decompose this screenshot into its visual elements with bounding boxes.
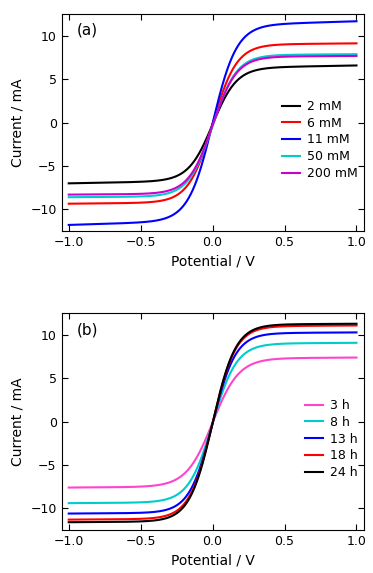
11 mM xyxy=(141,219,145,226)
2 mM xyxy=(141,178,145,185)
Y-axis label: Current / mA: Current / mA xyxy=(11,378,25,466)
2 mM xyxy=(197,150,201,157)
2 mM xyxy=(258,66,263,73)
50 mM xyxy=(197,159,201,166)
Legend: 2 mM, 6 mM, 11 mM, 50 mM, 200 mM: 2 mM, 6 mM, 11 mM, 50 mM, 200 mM xyxy=(282,100,357,180)
200 mM xyxy=(236,68,241,74)
13 h xyxy=(66,510,71,517)
18 h xyxy=(66,516,71,523)
11 mM xyxy=(197,170,201,177)
13 h xyxy=(117,510,122,517)
11 mM xyxy=(258,24,263,31)
50 mM xyxy=(141,193,145,200)
50 mM xyxy=(354,51,359,58)
200 mM xyxy=(141,190,145,197)
Text: (a): (a) xyxy=(77,23,98,38)
Line: 13 h: 13 h xyxy=(69,332,357,513)
2 mM xyxy=(117,179,122,186)
200 mM xyxy=(66,191,71,198)
200 mM xyxy=(117,191,122,198)
Line: 6 mM: 6 mM xyxy=(69,44,357,204)
Line: 18 h: 18 h xyxy=(69,325,357,520)
11 mM xyxy=(117,220,122,227)
3 h xyxy=(283,355,288,362)
13 h xyxy=(141,509,145,516)
200 mM xyxy=(354,53,359,60)
3 h xyxy=(66,484,71,491)
24 h xyxy=(283,321,288,328)
50 mM xyxy=(117,194,122,201)
Line: 24 h: 24 h xyxy=(69,324,357,522)
Text: (b): (b) xyxy=(77,322,98,337)
11 mM xyxy=(66,222,71,229)
24 h xyxy=(141,518,145,525)
18 h xyxy=(197,470,201,477)
6 mM xyxy=(283,41,288,48)
24 h xyxy=(236,340,241,347)
24 h xyxy=(197,472,201,479)
24 h xyxy=(258,324,263,331)
8 h xyxy=(197,461,201,468)
3 h xyxy=(197,450,201,457)
18 h xyxy=(236,342,241,348)
6 mM xyxy=(66,201,71,207)
18 h xyxy=(117,516,122,523)
200 mM xyxy=(197,157,201,164)
11 mM xyxy=(236,42,241,49)
8 h xyxy=(141,499,145,506)
18 h xyxy=(283,323,288,329)
2 mM xyxy=(66,180,71,187)
Line: 11 mM: 11 mM xyxy=(69,21,357,225)
8 h xyxy=(283,340,288,347)
18 h xyxy=(258,325,263,332)
24 h xyxy=(354,320,359,327)
50 mM xyxy=(258,54,263,61)
3 h xyxy=(236,371,241,378)
13 h xyxy=(283,329,288,336)
8 h xyxy=(258,343,263,350)
2 mM xyxy=(283,64,288,70)
Line: 8 h: 8 h xyxy=(69,343,357,503)
6 mM xyxy=(117,200,122,207)
6 mM xyxy=(141,199,145,206)
6 mM xyxy=(197,161,201,168)
X-axis label: Potential / V: Potential / V xyxy=(171,554,254,567)
8 h xyxy=(236,357,241,364)
2 mM xyxy=(354,62,359,69)
3 h xyxy=(141,483,145,490)
3 h xyxy=(117,484,122,490)
13 h xyxy=(258,332,263,339)
18 h xyxy=(354,322,359,329)
24 h xyxy=(117,519,122,525)
Legend: 3 h, 8 h, 13 h, 18 h, 24 h: 3 h, 8 h, 13 h, 18 h, 24 h xyxy=(305,399,357,479)
11 mM xyxy=(354,18,359,25)
Line: 50 mM: 50 mM xyxy=(69,54,357,197)
8 h xyxy=(66,500,71,507)
2 mM xyxy=(236,76,241,83)
11 mM xyxy=(283,21,288,28)
24 h xyxy=(66,519,71,525)
6 mM xyxy=(236,57,241,64)
3 h xyxy=(354,354,359,361)
13 h xyxy=(197,468,201,474)
Line: 200 mM: 200 mM xyxy=(69,56,357,195)
6 mM xyxy=(258,44,263,50)
6 mM xyxy=(354,40,359,47)
50 mM xyxy=(283,52,288,58)
X-axis label: Potential / V: Potential / V xyxy=(171,254,254,268)
200 mM xyxy=(258,56,263,62)
13 h xyxy=(236,347,241,354)
18 h xyxy=(141,515,145,522)
Y-axis label: Current / mA: Current / mA xyxy=(11,79,25,167)
8 h xyxy=(354,339,359,346)
Line: 3 h: 3 h xyxy=(69,358,357,488)
50 mM xyxy=(236,66,241,73)
8 h xyxy=(117,499,122,506)
50 mM xyxy=(66,194,71,201)
Line: 2 mM: 2 mM xyxy=(69,65,357,183)
200 mM xyxy=(283,53,288,60)
13 h xyxy=(354,329,359,336)
3 h xyxy=(258,358,263,364)
